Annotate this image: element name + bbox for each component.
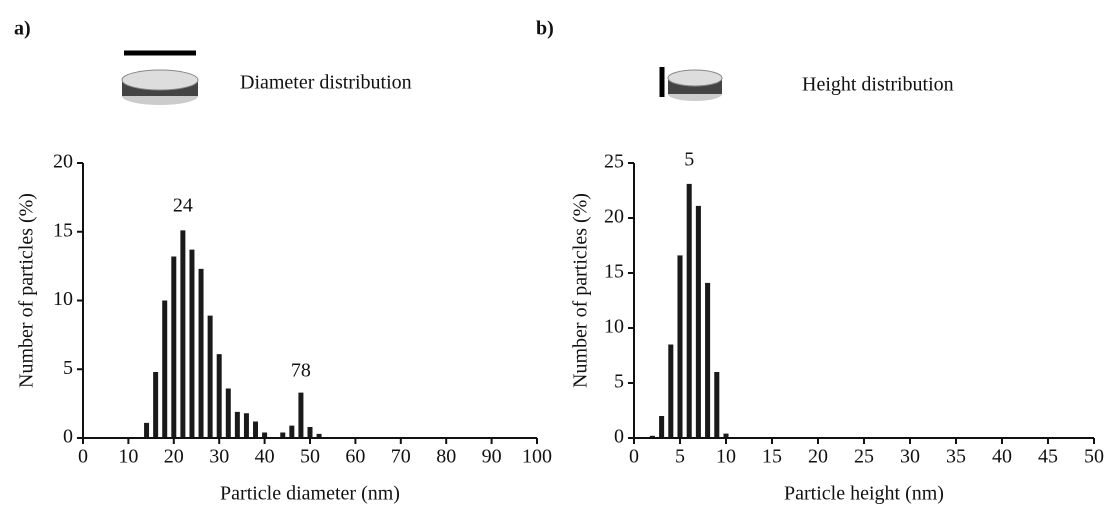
x-tick-label: 10 — [716, 446, 736, 468]
bar — [714, 372, 720, 438]
bar — [668, 344, 674, 438]
legend-text: Diameter distribution — [240, 72, 412, 94]
bar — [723, 433, 729, 438]
y-tick-label: 15 — [604, 261, 624, 283]
x-tick-label: 40 — [255, 446, 275, 468]
x-tick-label: 45 — [1038, 446, 1058, 468]
bar — [659, 416, 665, 438]
bar — [243, 413, 249, 438]
y-tick-label: 20 — [604, 206, 624, 228]
bar — [198, 268, 204, 438]
bar — [677, 255, 683, 438]
nanodisc-icon — [121, 50, 199, 105]
disc-top — [121, 69, 199, 91]
bar — [307, 427, 313, 438]
y-tick-label: 20 — [53, 151, 73, 173]
y-tick-label: 0 — [614, 426, 624, 448]
bar — [298, 392, 304, 438]
bar — [705, 282, 711, 438]
x-tick-label: 30 — [900, 446, 920, 468]
y-axis-label: Number of particles (%) — [570, 193, 592, 388]
bar — [216, 354, 222, 438]
x-tick-label: 70 — [391, 446, 411, 468]
y-tick-label: 5 — [614, 371, 624, 393]
bar — [686, 183, 692, 438]
bar — [162, 300, 168, 438]
x-tick-label: 25 — [854, 446, 874, 468]
x-tick-label: 50 — [300, 446, 320, 468]
x-tick-label: 20 — [164, 446, 184, 468]
bar — [280, 432, 286, 438]
y-tick-label: 15 — [53, 219, 73, 241]
bar — [289, 425, 295, 438]
panel-label: a) — [14, 18, 31, 40]
nanodisc-icon — [659, 67, 723, 101]
x-tick-label: 0 — [629, 446, 639, 468]
x-tick-label: 30 — [209, 446, 229, 468]
bar — [649, 435, 655, 438]
disc-top — [667, 69, 723, 87]
x-tick-label: 40 — [992, 446, 1012, 468]
annotation: 5 — [684, 148, 694, 170]
x-tick-label: 60 — [345, 446, 365, 468]
bar — [316, 433, 322, 438]
x-tick-label: 100 — [522, 446, 552, 468]
bar — [153, 372, 159, 438]
x-tick-label: 15 — [762, 446, 782, 468]
x-axis-label: Particle height (nm) — [784, 483, 944, 505]
x-tick-label: 5 — [675, 446, 685, 468]
panel-label: b) — [536, 18, 554, 40]
y-tick-label: 25 — [604, 151, 624, 173]
x-tick-label: 10 — [118, 446, 138, 468]
x-tick-label: 35 — [946, 446, 966, 468]
x-tick-label: 50 — [1084, 446, 1104, 468]
bar — [171, 256, 177, 438]
bar — [262, 432, 268, 438]
x-axis-label: Particle diameter (nm) — [220, 483, 400, 505]
y-axis-label: Number of particles (%) — [16, 193, 38, 388]
bar — [180, 230, 186, 438]
bar — [144, 422, 150, 438]
legend-text: Height distribution — [802, 74, 954, 96]
y-tick-label: 10 — [604, 316, 624, 338]
bar — [234, 411, 240, 438]
y-tick-label: 10 — [53, 288, 73, 310]
x-tick-label: 90 — [482, 446, 502, 468]
annotation: 78 — [291, 360, 311, 382]
bar — [207, 315, 213, 438]
bar — [225, 388, 231, 438]
bar — [189, 249, 195, 438]
annotation: 24 — [173, 195, 193, 217]
x-tick-label: 80 — [436, 446, 456, 468]
y-tick-label: 5 — [63, 357, 73, 379]
y-tick-label: 0 — [63, 426, 73, 448]
bar — [253, 421, 259, 438]
x-tick-label: 0 — [78, 446, 88, 468]
bar — [695, 205, 701, 438]
x-tick-label: 20 — [808, 446, 828, 468]
